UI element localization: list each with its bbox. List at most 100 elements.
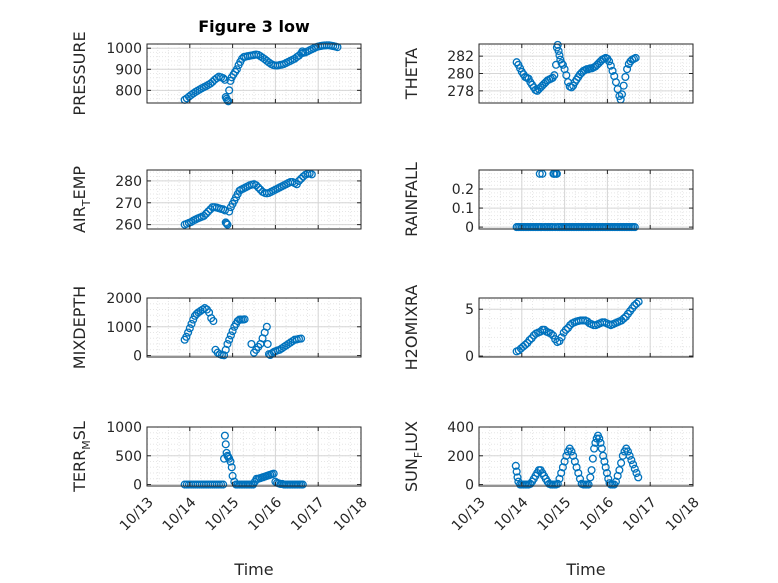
y-axis-label: MIXDEPTH: [70, 286, 89, 369]
subplot-6: 0 5 H2OMIXRA: [402, 285, 694, 371]
axes-box: [146, 297, 362, 358]
data-point: [269, 469, 278, 478]
data-point: [627, 456, 636, 465]
data-point: [555, 51, 564, 60]
x-tick-label: 10/15: [535, 494, 575, 534]
y-tick-label: 2000: [106, 291, 142, 307]
data-point: [513, 473, 522, 482]
axes-box: [478, 297, 694, 358]
y-axis-label: PRESSURE: [70, 31, 89, 115]
subplot-5: 0 1000 2000 MIXDEPTH: [70, 286, 362, 369]
y-tick-label: 260: [115, 218, 142, 234]
data-point: [219, 351, 229, 360]
data-point: [220, 75, 229, 84]
data-point: [558, 60, 567, 69]
data-point: [630, 464, 639, 473]
data-point: [602, 468, 612, 478]
data-point: [625, 451, 634, 460]
data-point: [632, 468, 641, 478]
y-tick-label: 0: [465, 349, 474, 365]
y-tick-label: 1000: [106, 41, 142, 57]
data-point: [221, 218, 230, 227]
y-tick-label: 280: [115, 174, 142, 190]
data-point: [631, 53, 640, 62]
x-axis-label: Time: [565, 560, 605, 579]
plot-area: [147, 170, 361, 229]
y-tick-label: 0: [133, 478, 142, 494]
y-tick-label: 5: [465, 302, 474, 318]
data-point: [575, 474, 585, 483]
data-point: [525, 336, 534, 345]
data-point: [187, 319, 196, 328]
data-point: [226, 331, 235, 340]
data-point: [307, 170, 316, 179]
data-point: [511, 461, 520, 470]
data-point: [299, 172, 308, 181]
data-point: [619, 81, 628, 90]
x-tick-label: 10/14: [492, 494, 532, 534]
y-tick-label: 278: [447, 84, 474, 100]
data-point: [588, 454, 597, 463]
data-point: [521, 340, 530, 349]
x-tick-label: 10/13: [117, 494, 157, 534]
data-point: [595, 434, 604, 443]
x-tick-label: 10/16: [245, 494, 285, 534]
data-point: [298, 480, 307, 489]
x-tick-label: 10/13: [449, 494, 489, 534]
data-point: [596, 438, 605, 447]
subplot-1: 800 900 1000 PRESSURE Figure 3 low: [70, 17, 362, 116]
data-point: [587, 466, 596, 475]
data-point: [232, 65, 241, 74]
y-tick-label: 1000: [106, 420, 142, 436]
data-point: [617, 458, 626, 468]
y-axis-label: SUNFLUX: [402, 421, 425, 492]
data-point: [240, 315, 249, 324]
data-point: [220, 206, 229, 215]
data-point: [561, 325, 570, 334]
data-point: [600, 457, 609, 466]
data-point: [202, 209, 211, 218]
data-point: [632, 299, 641, 308]
data-point: [623, 447, 632, 456]
axes-box: [146, 169, 362, 230]
y-axis-label: THETA: [402, 48, 421, 100]
y-tick-label: 0: [133, 349, 142, 365]
data-point: [252, 181, 261, 190]
plot-area: [479, 427, 693, 486]
data-point: [262, 322, 271, 331]
y-tick-label: 200: [447, 449, 474, 465]
y-axis-label: TERRMSL: [70, 421, 93, 493]
data-point: [219, 480, 228, 489]
y-tick-label: 0: [465, 478, 474, 494]
data-point: [226, 457, 235, 466]
y-tick-label: 0.1: [452, 201, 474, 217]
data-point: [223, 96, 232, 105]
data-point: [189, 315, 198, 324]
data-point: [228, 327, 237, 336]
data-point: [223, 339, 232, 349]
x-tick-label: 10/16: [577, 494, 617, 534]
y-axis-label: AIRTEMP: [70, 166, 93, 233]
x-tick-label: 10/18: [663, 494, 703, 534]
subplot-4: 0 0.1 0.2 RAINFALL: [402, 162, 694, 237]
data-point: [621, 72, 630, 82]
y-tick-label: 800: [115, 83, 142, 99]
data-point: [608, 66, 617, 75]
data-point: [557, 333, 566, 342]
y-tick-label: 270: [115, 196, 142, 212]
y-tick-label: 282: [447, 49, 474, 65]
y-tick-label: 900: [115, 62, 142, 78]
data-point: [554, 46, 563, 55]
y-axis-label: H2OMIXRA: [402, 285, 421, 371]
data-point: [629, 460, 638, 469]
data-point: [512, 467, 521, 476]
data-point: [221, 440, 230, 449]
data-point: [615, 466, 624, 475]
data-point: [182, 332, 191, 341]
data-point: [224, 97, 233, 106]
data-point: [225, 335, 234, 344]
axes-box: [146, 43, 362, 104]
